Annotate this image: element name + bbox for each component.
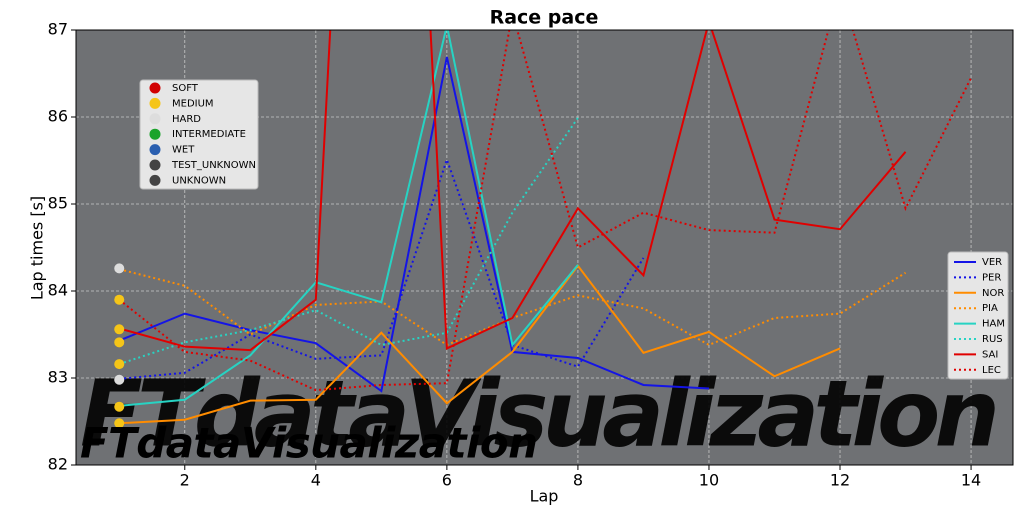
line-series <box>119 30 579 407</box>
y-tick-label: 83 <box>48 368 68 387</box>
legend-label: PIA <box>982 303 998 314</box>
legend-label: SOFT <box>172 83 199 94</box>
x-tick-label: 2 <box>180 471 190 490</box>
tyre-point <box>114 324 125 335</box>
watermark: FTdataVisualization <box>80 360 1000 467</box>
line-series <box>118 30 972 392</box>
x-tick-label: 4 <box>311 471 321 490</box>
tyre-point <box>114 337 125 348</box>
tyre-point <box>114 263 125 274</box>
legend-marker <box>149 97 161 109</box>
x-tick-label: 6 <box>442 471 452 490</box>
y-tick-label: 85 <box>48 194 68 213</box>
legend-marker <box>149 82 161 94</box>
legend-label: RUS <box>982 334 1003 345</box>
legend-box <box>947 251 1009 380</box>
lines <box>114 30 972 429</box>
legend-label: MEDIUM <box>172 98 214 109</box>
legend-label: VER <box>982 257 1002 268</box>
legend-marker <box>149 159 161 171</box>
line-series <box>118 56 710 393</box>
line-series <box>118 30 907 352</box>
x-tick-label: 8 <box>573 471 583 490</box>
chart-title: Race pace <box>490 7 599 29</box>
y-tick-label: 86 <box>48 107 68 126</box>
legend-label: TEST_UNKNOWN <box>171 160 256 171</box>
tyre-point <box>114 374 125 385</box>
legend-label: NOR <box>982 288 1004 299</box>
tyre-point <box>114 294 125 305</box>
legend-marker <box>149 144 161 156</box>
axis-frame <box>75 29 1014 466</box>
legend-label: SAI <box>982 349 998 360</box>
watermark: FTdataVisualization <box>80 419 538 468</box>
tyre-point <box>114 359 125 370</box>
x-axis-label: Lap <box>530 487 559 506</box>
y-tick-label: 84 <box>48 281 68 300</box>
legend-box <box>139 79 259 190</box>
y-axis-label: Lap times [s] <box>28 196 47 300</box>
line-series <box>119 156 645 380</box>
y-tick-label: 87 <box>48 20 68 39</box>
x-tick-label: 12 <box>830 471 850 490</box>
tyre-point <box>114 418 125 429</box>
tyre-point <box>114 401 125 412</box>
legend-label: HARD <box>172 114 201 125</box>
y-tick-label: 82 <box>48 455 68 474</box>
line-series <box>118 117 579 366</box>
legend-marker <box>149 113 161 125</box>
legend-marker <box>149 128 161 140</box>
x-tick-label: 10 <box>699 471 719 490</box>
legend-label: PER <box>982 272 1001 283</box>
legend-label: LEC <box>982 365 1001 376</box>
x-tick-label: 14 <box>961 471 981 490</box>
legend-label: UNKNOWN <box>172 175 226 186</box>
legend-marker <box>149 174 161 186</box>
line-series <box>119 264 841 425</box>
legend-label: INTERMEDIATE <box>172 129 246 140</box>
legend-label: WET <box>172 145 195 156</box>
legend-label: HAM <box>982 319 1005 330</box>
